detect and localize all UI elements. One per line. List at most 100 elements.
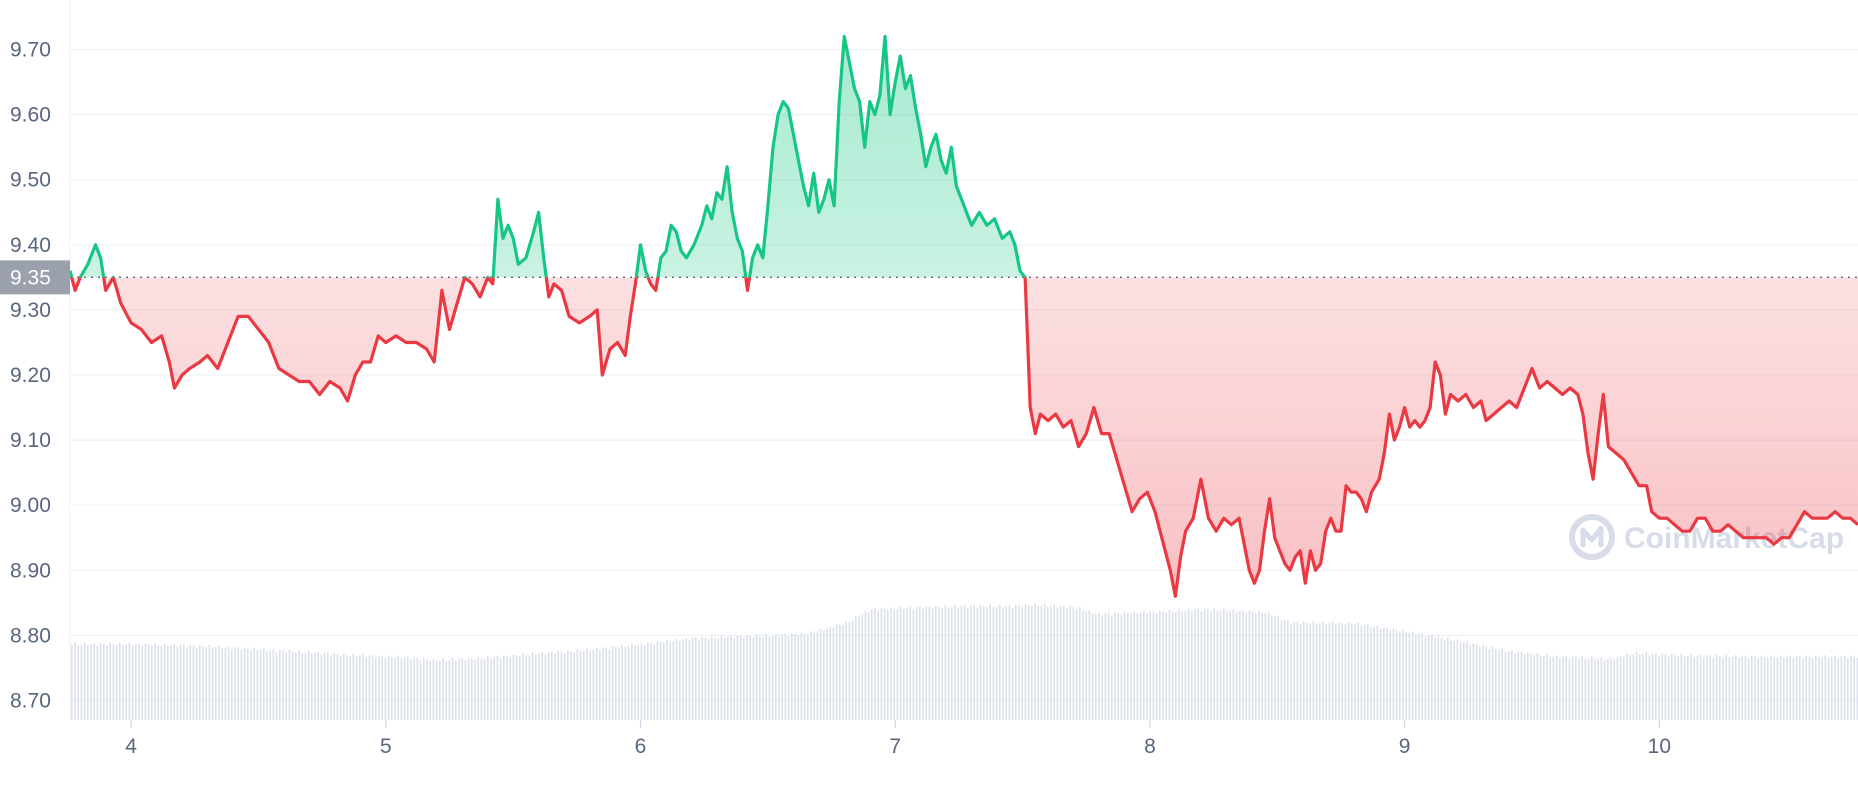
volume-bar <box>656 641 659 720</box>
volume-bar <box>1514 653 1516 720</box>
volume-bar <box>1024 604 1027 720</box>
volume-bar <box>691 637 694 720</box>
volume-bar <box>893 608 895 720</box>
volume-bar <box>823 630 825 720</box>
volume-bar <box>951 607 953 720</box>
volume-bar <box>730 635 732 720</box>
volume-bar <box>1831 656 1833 720</box>
volume-bar <box>1603 660 1606 720</box>
volume-bar <box>1075 609 1078 720</box>
volume-bar <box>1386 627 1388 720</box>
volume-bar <box>1626 653 1628 720</box>
volume-bar <box>208 644 211 720</box>
volume-bar <box>93 643 95 720</box>
volume-bar <box>1568 658 1571 720</box>
volume-bar <box>317 651 319 720</box>
volume-bar <box>157 645 159 720</box>
volume-bar <box>1440 637 1443 720</box>
volume-bar <box>976 607 979 720</box>
volume-bar <box>938 607 940 720</box>
volume-bar <box>1674 655 1676 720</box>
volume-bar <box>314 652 316 720</box>
volume-bar <box>1322 621 1324 720</box>
volume-bar <box>627 646 630 720</box>
volume-bar <box>919 606 921 720</box>
volume-bar <box>659 641 662 720</box>
volume-bar <box>1527 652 1529 720</box>
volume-bar <box>77 645 79 720</box>
volume-bar <box>685 637 687 720</box>
volume-bar <box>922 608 924 720</box>
volume-bar <box>1648 655 1651 720</box>
y-tick-label: 9.00 <box>10 494 51 517</box>
volume-bar <box>1754 656 1756 720</box>
volume-bar <box>1213 608 1215 720</box>
volume-bar <box>1114 612 1116 720</box>
volume-bar <box>573 651 575 720</box>
volume-bar <box>794 634 796 720</box>
volume-bar <box>723 638 726 720</box>
volume-bar <box>983 606 985 720</box>
volume-bar <box>397 655 399 720</box>
volume-bar <box>483 658 486 720</box>
volume-bar <box>829 626 831 720</box>
volume-bar <box>1127 613 1129 720</box>
volume-bar <box>448 659 451 720</box>
volume-bar <box>1472 643 1475 720</box>
volume-bar <box>407 656 409 720</box>
volume-bar <box>1258 610 1260 720</box>
volume-bar <box>458 658 460 720</box>
volume-bar <box>1085 611 1087 720</box>
volume-bar <box>1162 611 1164 720</box>
volume-bar <box>819 628 822 720</box>
x-tick-label: 9 <box>1399 735 1411 758</box>
volume-bar <box>640 642 643 720</box>
volume-bar <box>1443 639 1446 720</box>
y-tick-label: 9.20 <box>10 364 51 387</box>
volume-bar <box>1719 656 1721 720</box>
volume-bar <box>176 646 179 720</box>
volume-bar <box>1693 656 1695 720</box>
volume-bar <box>1530 653 1532 720</box>
volume-bar <box>1354 624 1356 720</box>
volume-bar <box>247 648 249 720</box>
volume-bar <box>237 647 239 720</box>
volume-bar <box>1389 630 1391 720</box>
volume-bar <box>359 655 361 720</box>
volume-bar <box>151 646 153 720</box>
volume-bar <box>234 647 236 720</box>
volume-bar <box>1757 658 1759 720</box>
y-tick-label: 8.70 <box>10 689 51 712</box>
volume-bar <box>1795 656 1798 720</box>
volume-bar <box>112 644 115 720</box>
volume-bar <box>1552 656 1555 720</box>
volume-bar <box>80 644 83 720</box>
volume-bar <box>243 647 246 720</box>
volume-bar <box>179 645 182 720</box>
volume-bar <box>570 651 572 720</box>
volume-bar <box>467 657 470 720</box>
volume-bar <box>1261 612 1263 720</box>
volume-bar <box>432 658 435 720</box>
volume-bar <box>1495 649 1497 720</box>
volume-bar <box>1607 658 1609 720</box>
volume-bar <box>1450 640 1452 720</box>
volume-bar <box>1491 646 1494 720</box>
x-axis: 4 5 6 7 8 9 10 <box>125 720 1671 758</box>
volume-bar <box>403 657 406 720</box>
volume-bar <box>154 643 156 720</box>
volume-bar <box>1715 654 1718 720</box>
volume-bar <box>410 659 412 720</box>
volume-bar <box>1415 634 1417 720</box>
volume-bar <box>816 631 819 720</box>
volume-bar <box>963 605 966 720</box>
volume-bar <box>899 606 902 720</box>
volume-bar <box>701 636 703 720</box>
volume-bar <box>1027 605 1030 720</box>
volume-bar <box>1315 623 1318 720</box>
volume-bar <box>426 659 428 720</box>
volume-bar <box>592 649 595 720</box>
volume-bar <box>1437 636 1439 720</box>
volume-bar <box>698 639 700 720</box>
volume-bar <box>1367 624 1369 720</box>
